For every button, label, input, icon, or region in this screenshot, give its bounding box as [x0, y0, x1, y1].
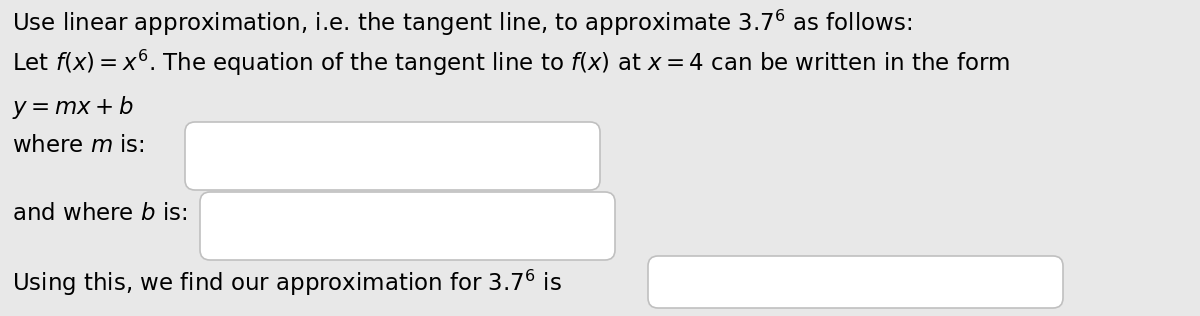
Text: where $m$ is:: where $m$ is:: [12, 134, 145, 157]
FancyBboxPatch shape: [185, 122, 600, 190]
Text: $y = mx + b$: $y = mx + b$: [12, 94, 133, 121]
Text: Using this, we find our approximation for $3.7^6$ is: Using this, we find our approximation fo…: [12, 268, 562, 298]
Text: Use linear approximation, i.e. the tangent line, to approximate $3.7^6$ as follo: Use linear approximation, i.e. the tange…: [12, 8, 912, 38]
FancyBboxPatch shape: [200, 192, 616, 260]
Text: Let $f(x) = x^6$. The equation of the tangent line to $f(x)$ at $x = 4$ can be w: Let $f(x) = x^6$. The equation of the ta…: [12, 48, 1010, 78]
Text: and where $b$ is:: and where $b$ is:: [12, 202, 187, 225]
FancyBboxPatch shape: [648, 256, 1063, 308]
